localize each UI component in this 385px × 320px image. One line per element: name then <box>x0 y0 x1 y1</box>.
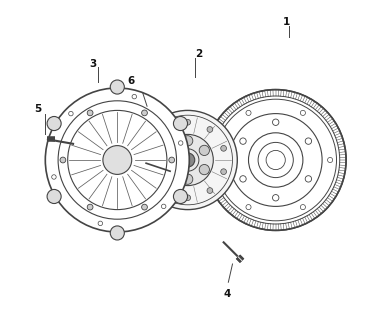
Circle shape <box>182 136 193 146</box>
Circle shape <box>205 90 346 230</box>
Circle shape <box>169 157 174 163</box>
Circle shape <box>185 119 191 125</box>
Circle shape <box>103 146 132 174</box>
Circle shape <box>87 110 93 116</box>
Circle shape <box>273 119 279 125</box>
Circle shape <box>87 204 93 210</box>
Circle shape <box>221 169 226 174</box>
Circle shape <box>110 226 124 240</box>
Text: 4: 4 <box>223 289 231 299</box>
Circle shape <box>185 195 191 201</box>
Circle shape <box>162 188 168 193</box>
Circle shape <box>149 146 155 151</box>
Circle shape <box>246 204 251 210</box>
Circle shape <box>221 146 226 151</box>
Circle shape <box>182 174 193 184</box>
Circle shape <box>45 88 189 232</box>
Text: 2: 2 <box>195 49 202 60</box>
Circle shape <box>142 204 147 210</box>
Circle shape <box>305 138 311 144</box>
Circle shape <box>98 221 102 226</box>
Circle shape <box>174 116 187 131</box>
Circle shape <box>142 110 147 116</box>
Text: 5: 5 <box>35 104 42 114</box>
Circle shape <box>60 157 66 163</box>
Circle shape <box>328 157 333 163</box>
Circle shape <box>47 189 61 204</box>
Circle shape <box>240 138 246 144</box>
Circle shape <box>300 110 305 116</box>
Circle shape <box>166 145 176 156</box>
Circle shape <box>199 145 209 156</box>
Circle shape <box>47 116 61 131</box>
Circle shape <box>162 127 168 132</box>
Circle shape <box>166 164 176 175</box>
Circle shape <box>305 176 311 182</box>
Circle shape <box>174 189 187 204</box>
Circle shape <box>219 157 224 163</box>
Circle shape <box>240 176 246 182</box>
Circle shape <box>149 169 155 174</box>
Circle shape <box>246 110 251 116</box>
Circle shape <box>161 204 166 209</box>
Circle shape <box>178 141 183 145</box>
Circle shape <box>273 195 279 201</box>
Text: 6: 6 <box>127 76 135 86</box>
Circle shape <box>300 204 305 210</box>
Circle shape <box>162 134 213 186</box>
Circle shape <box>181 153 195 167</box>
Circle shape <box>69 111 73 116</box>
Circle shape <box>207 127 213 132</box>
Circle shape <box>207 188 213 193</box>
Circle shape <box>110 80 124 94</box>
Circle shape <box>138 110 237 210</box>
Circle shape <box>199 164 209 175</box>
Circle shape <box>52 175 56 179</box>
Text: 3: 3 <box>90 59 97 69</box>
Text: 1: 1 <box>283 17 290 28</box>
Circle shape <box>132 94 137 99</box>
